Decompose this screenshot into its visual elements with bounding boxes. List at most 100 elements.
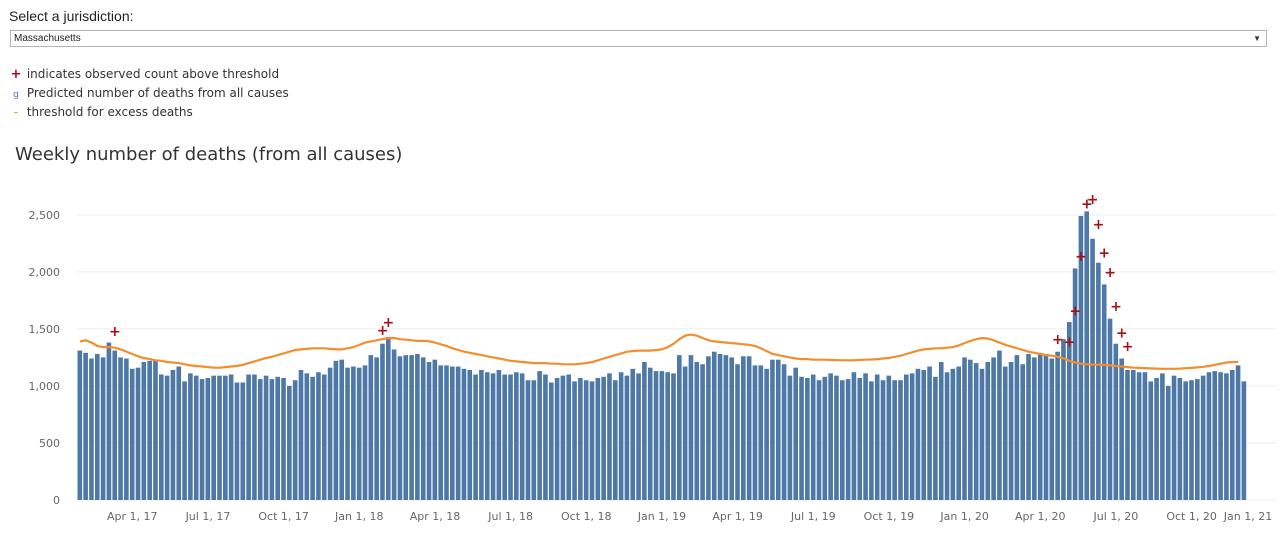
bar[interactable] [816, 380, 822, 500]
bar[interactable] [1043, 355, 1049, 500]
bar[interactable] [188, 373, 193, 500]
bar[interactable] [962, 357, 967, 500]
bar[interactable] [351, 366, 356, 500]
bar[interactable] [321, 374, 327, 500]
bar[interactable] [834, 375, 839, 500]
bar[interactable] [519, 373, 525, 500]
bar[interactable] [647, 367, 653, 500]
bar[interactable] [217, 375, 222, 500]
bar[interactable] [682, 366, 688, 500]
bar[interactable] [257, 379, 263, 500]
bar[interactable] [869, 381, 874, 500]
bar[interactable] [1154, 377, 1159, 500]
bar[interactable] [193, 375, 199, 500]
bar[interactable] [671, 373, 676, 500]
bar[interactable] [1130, 369, 1136, 500]
bar[interactable] [1165, 385, 1171, 500]
bar[interactable] [845, 379, 851, 500]
bar[interactable] [1160, 373, 1165, 500]
bar[interactable] [1224, 373, 1229, 500]
bar[interactable] [839, 380, 845, 500]
bar[interactable] [1142, 372, 1148, 500]
bar[interactable] [409, 355, 414, 500]
bar[interactable] [461, 368, 467, 500]
bar[interactable] [921, 369, 927, 500]
bar[interactable] [508, 374, 513, 500]
bar[interactable] [304, 373, 310, 500]
bar[interactable] [880, 380, 886, 500]
bar[interactable] [874, 374, 880, 500]
bar[interactable] [688, 355, 694, 500]
bar[interactable] [263, 375, 269, 500]
bar[interactable] [1200, 375, 1206, 500]
bar[interactable] [327, 367, 333, 500]
bar[interactable] [292, 380, 298, 500]
bar[interactable] [1061, 339, 1066, 500]
bar[interactable] [537, 371, 542, 500]
bar[interactable] [333, 360, 339, 500]
bar[interactable] [385, 336, 391, 500]
bar[interactable] [1090, 238, 1095, 500]
bar[interactable] [752, 365, 758, 500]
bar[interactable] [450, 366, 455, 500]
bar[interactable] [1113, 343, 1119, 500]
bar[interactable] [973, 363, 979, 500]
bar[interactable] [1171, 375, 1177, 500]
bar[interactable] [502, 374, 508, 500]
bar[interactable] [857, 377, 863, 500]
bar[interactable] [741, 356, 746, 500]
bar[interactable] [479, 369, 484, 500]
bar[interactable] [1020, 364, 1026, 500]
bar[interactable] [1014, 355, 1020, 500]
bar[interactable] [170, 369, 176, 500]
bar[interactable] [467, 369, 473, 500]
bar[interactable] [997, 350, 1002, 500]
bar[interactable] [775, 359, 781, 500]
bar[interactable] [1072, 268, 1078, 500]
bar[interactable] [316, 372, 321, 500]
bar[interactable] [636, 373, 641, 500]
bar[interactable] [642, 361, 647, 500]
bar[interactable] [164, 375, 170, 500]
bar[interactable] [805, 377, 810, 500]
bar[interactable] [1049, 358, 1055, 500]
jurisdiction-dropdown[interactable]: Massachusetts ▼ [10, 30, 1267, 47]
bar[interactable] [287, 385, 292, 500]
bar[interactable] [677, 355, 682, 500]
bar[interactable] [950, 368, 956, 500]
bar[interactable] [269, 379, 275, 500]
bar[interactable] [112, 350, 118, 500]
bar[interactable] [1032, 357, 1037, 500]
bar[interactable] [572, 381, 577, 500]
bar[interactable] [403, 355, 409, 500]
bar[interactable] [490, 373, 496, 500]
bar[interactable] [1177, 377, 1183, 500]
bar[interactable] [944, 372, 950, 500]
bar[interactable] [799, 376, 804, 500]
bar[interactable] [711, 351, 717, 500]
bar[interactable] [938, 361, 944, 500]
bar[interactable] [182, 381, 187, 500]
bar[interactable] [211, 375, 216, 500]
bar[interactable] [793, 367, 799, 500]
bar[interactable] [1078, 215, 1084, 500]
bar[interactable] [158, 374, 164, 500]
bar[interactable] [438, 365, 443, 500]
bar[interactable] [83, 352, 88, 500]
bar[interactable] [892, 380, 897, 500]
bar[interactable] [589, 381, 595, 500]
bar[interactable] [554, 377, 560, 500]
bar[interactable] [909, 373, 915, 500]
bar[interactable] [1008, 361, 1014, 500]
bar[interactable] [903, 374, 909, 500]
bar[interactable] [484, 372, 490, 500]
bar[interactable] [787, 375, 793, 500]
bar[interactable] [118, 357, 123, 500]
bar[interactable] [391, 349, 397, 500]
bar[interactable] [810, 374, 816, 500]
bar[interactable] [548, 382, 554, 500]
bar[interactable] [1066, 322, 1072, 500]
bar[interactable] [985, 361, 991, 500]
bar[interactable] [199, 379, 205, 500]
bar[interactable] [234, 382, 240, 500]
